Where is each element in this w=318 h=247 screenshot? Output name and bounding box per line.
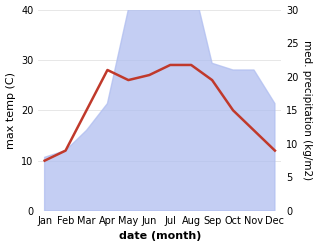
X-axis label: date (month): date (month) [119,231,201,242]
Y-axis label: max temp (C): max temp (C) [5,72,16,149]
Y-axis label: med. precipitation (kg/m2): med. precipitation (kg/m2) [302,40,313,180]
